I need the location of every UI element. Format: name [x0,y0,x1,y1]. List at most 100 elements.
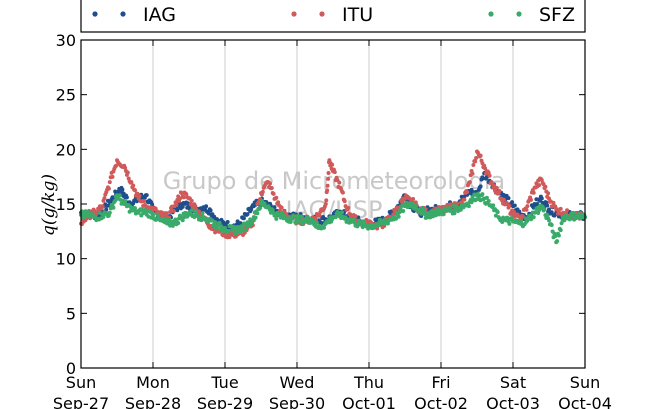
data-point [465,190,470,195]
data-point [325,183,330,188]
legend-marker [120,11,126,17]
x-tick-day: Sun [66,373,96,392]
data-point [250,218,255,223]
data-point [180,204,185,209]
data-point [227,235,232,240]
data-point [546,191,551,196]
y-tick-label: 0 [66,359,76,378]
x-tick-date: Sep-30 [269,394,325,409]
data-point [262,201,267,206]
data-point [412,202,417,207]
data-point [120,187,125,192]
data-point [525,204,530,209]
data-point [255,211,260,216]
data-point [110,174,115,179]
data-point [124,195,129,200]
data-point [507,221,512,226]
data-point [475,191,480,196]
legend-label: IAG [143,4,176,26]
x-tick-day: Fri [431,373,450,392]
data-point [200,211,205,216]
data-point [272,205,277,210]
data-point [474,156,479,161]
data-point [478,153,483,158]
data-point [276,200,281,205]
data-point [545,203,550,208]
data-point [543,184,548,189]
legend-marker [92,11,98,17]
x-tick-day: Thu [353,373,384,392]
data-point [511,209,516,214]
data-point [325,188,330,193]
data-series [79,149,587,245]
data-point [556,233,561,238]
data-point [258,206,263,211]
data-point [123,199,128,204]
data-point [551,200,556,205]
data-point [125,170,130,175]
data-point [497,189,502,194]
legend-label: SFZ [539,4,575,26]
x-tick-day: Tue [210,373,238,392]
y-tick-label: 5 [66,304,76,323]
data-point [458,207,463,212]
data-point [144,193,149,198]
data-point [352,220,357,225]
data-point [549,210,554,215]
data-point [317,213,322,218]
data-point [470,171,475,176]
data-point [555,239,560,244]
data-point [494,185,499,190]
data-point [123,165,128,170]
data-point [558,206,563,211]
data-point [240,224,245,229]
data-point [292,214,297,219]
data-point [471,162,476,167]
data-point [305,214,310,219]
x-axis: Sun Sep-27 Mon Sep-28 Tue Sep-29 Wed Sep-30 Thu O… [53,40,612,409]
data-point [376,223,381,228]
data-point [512,203,517,208]
data-point [324,198,329,203]
data-point [565,208,569,213]
legend-marker [291,11,297,17]
data-point [137,194,142,199]
y-axis: 0 5 10 15 20 25 30 [56,31,585,378]
data-point [542,207,547,212]
data-point [243,228,248,233]
data-point [189,198,194,203]
data-point [114,163,119,168]
data-point [516,214,521,219]
legend-label: ITU [342,4,373,26]
data-point [175,208,180,213]
data-point [106,186,111,191]
data-point [524,207,529,212]
data-point [452,211,457,216]
data-point [196,209,201,214]
data-point [217,220,222,225]
data-point [155,212,160,217]
data-point [199,218,204,223]
data-point [153,206,158,211]
y-tick-label: 20 [56,140,76,159]
data-point [495,210,500,215]
data-point [213,220,218,225]
legend-item-sfz: SFZ [488,4,575,26]
data-point [241,216,246,221]
data-point [531,190,536,195]
data-point [279,205,284,210]
data-point [142,199,146,204]
x-tick-date: Oct-04 [558,394,612,409]
data-point [519,219,524,224]
data-point [225,219,230,224]
data-point [340,190,345,195]
data-point [517,209,522,214]
data-point [558,228,563,233]
data-point [467,180,472,185]
data-point [462,197,467,202]
data-point [441,212,446,217]
data-point [492,183,497,188]
data-point [226,228,231,233]
data-point [340,210,344,215]
